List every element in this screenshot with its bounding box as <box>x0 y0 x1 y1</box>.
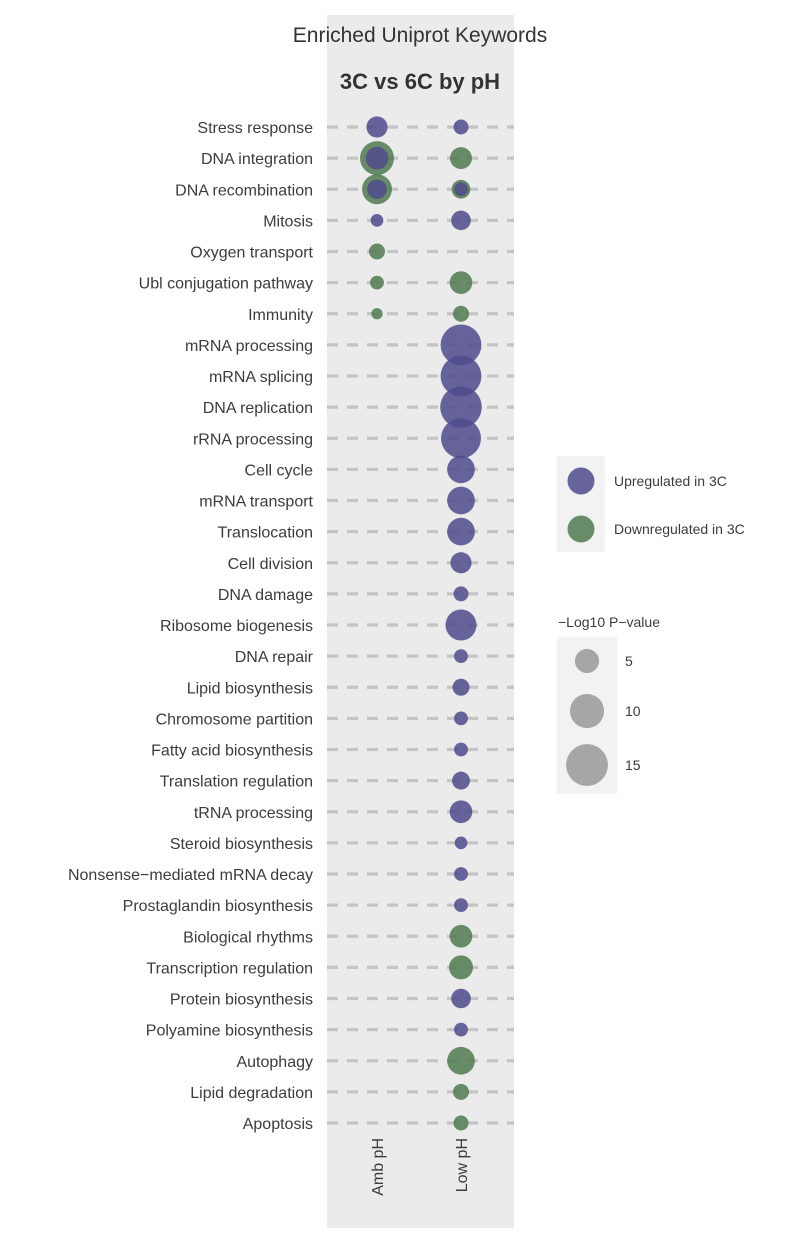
legend-label-downregulated: Downregulated in 3C <box>614 521 745 537</box>
point-dna-recombination-amb-ph <box>367 179 387 200</box>
point-mrna-splicing-low-ph <box>440 355 482 397</box>
point-mitosis-amb-ph <box>370 214 384 227</box>
y-tick-label: Transcription regulation <box>146 960 313 977</box>
point-chromosome-partition-low-ph <box>454 711 468 726</box>
facet-label: 3C vs 6C by pH <box>340 69 500 94</box>
y-tick-label: Ribosome biogenesis <box>160 618 313 635</box>
y-tick-label: Prostaglandin biosynthesis <box>123 898 313 915</box>
facet-panel <box>327 15 514 1228</box>
y-tick-label: Cell cycle <box>245 462 314 479</box>
y-tick-label: Fatty acid biosynthesis <box>151 743 313 760</box>
y-tick-label: DNA replication <box>203 400 313 417</box>
legend-key-downregulated <box>567 515 595 543</box>
point-nonsense-mediated-mrna-decay-low-ph <box>454 867 468 881</box>
y-tick-label: DNA recombination <box>175 182 313 199</box>
y-tick-label: tRNA processing <box>194 805 313 822</box>
chart-title: Enriched Uniprot Keywords <box>293 24 547 47</box>
point-ribosome-biogenesis-low-ph <box>445 609 477 641</box>
point-apoptosis-low-ph <box>453 1115 469 1131</box>
size-legend-key <box>574 648 600 674</box>
point-cell-cycle-low-ph <box>447 455 475 484</box>
point-lipid-degradation-low-ph <box>453 1083 469 1100</box>
legend-label-upregulated: Upregulated in 3C <box>614 473 727 489</box>
y-tick-label: rRNA processing <box>193 431 313 448</box>
point-steroid-biosynthesis-low-ph <box>454 836 468 850</box>
y-tick-label: Mitosis <box>263 213 313 230</box>
point-protein-biosynthesis-low-ph <box>451 988 471 1009</box>
point-ubl-conjugation-pathway-amb-ph <box>370 275 384 290</box>
legend-key-upregulated <box>567 467 595 495</box>
size-legend-label: 5 <box>625 653 633 669</box>
point-ubl-conjugation-pathway-low-ph <box>449 271 473 294</box>
point-cell-division-low-ph <box>450 552 472 574</box>
point-immunity-amb-ph <box>371 308 383 320</box>
size-legend-label: 10 <box>625 703 641 719</box>
point-dna-damage-low-ph <box>453 586 469 602</box>
y-tick-label: Ubl conjugation pathway <box>139 276 313 293</box>
x-axis-labels: Amb pH Low pH <box>370 1138 471 1196</box>
point-dna-repair-low-ph <box>454 649 468 664</box>
point-dna-integration-amb-ph <box>365 146 389 170</box>
size-legend-key <box>566 744 608 786</box>
point-mrna-processing-low-ph <box>440 324 482 366</box>
y-tick-label: DNA repair <box>235 649 314 666</box>
y-tick-label: Translation regulation <box>160 774 313 791</box>
point-prostaglandin-biosynthesis-low-ph <box>454 898 468 913</box>
size-legend: −Log10 P−value 5 10 15 <box>557 614 660 794</box>
y-tick-label: Chromosome partition <box>156 711 313 728</box>
point-mrna-transport-low-ph <box>447 486 475 515</box>
size-legend-label: 15 <box>625 757 641 773</box>
point-oxygen-transport-amb-ph <box>369 243 385 260</box>
y-tick-label: Biological rhythms <box>183 929 313 946</box>
y-tick-label: DNA damage <box>218 587 313 604</box>
y-tick-label: Autophagy <box>236 1054 313 1071</box>
y-tick-label: Protein biosynthesis <box>170 992 313 1009</box>
y-tick-label: Apoptosis <box>243 1116 313 1133</box>
y-tick-label: DNA integration <box>201 151 313 168</box>
y-tick-label: Cell division <box>228 556 313 573</box>
x-tick-label: Low pH <box>454 1138 471 1192</box>
size-legend-title: −Log10 P−value <box>558 614 660 630</box>
point-dna-recombination-low-ph <box>454 182 468 197</box>
y-tick-label: Lipid degradation <box>190 1085 313 1102</box>
point-dna-integration-low-ph <box>450 147 472 170</box>
size-legend-key <box>569 693 605 729</box>
y-axis-labels: Stress response DNA integration DNA recomb… <box>68 120 314 1133</box>
point-polyamine-biosynthesis-low-ph <box>454 1022 468 1037</box>
point-fatty-acid-biosynthesis-low-ph <box>454 742 468 757</box>
point-autophagy-low-ph <box>447 1046 475 1075</box>
point-stress-response-low-ph <box>453 119 469 135</box>
point-stress-response-amb-ph <box>366 116 388 138</box>
y-tick-label: Oxygen transport <box>190 245 313 262</box>
point-lipid-biosynthesis-low-ph <box>452 678 470 696</box>
y-tick-label: mRNA processing <box>185 338 313 355</box>
point-biological-rhythms-low-ph <box>449 924 473 948</box>
point-mitosis-low-ph <box>451 210 471 231</box>
point-transcription-regulation-low-ph <box>449 955 473 980</box>
y-tick-label: Steroid biosynthesis <box>170 836 313 853</box>
y-tick-label: Stress response <box>197 120 313 137</box>
point-trna-processing-low-ph <box>449 800 473 824</box>
point-rrna-processing-low-ph <box>441 418 481 459</box>
x-tick-label: Amb pH <box>370 1138 387 1196</box>
point-translocation-low-ph <box>447 517 475 546</box>
point-immunity-low-ph <box>453 305 469 322</box>
point-dna-replication-low-ph <box>440 386 482 428</box>
y-tick-label: Polyamine biosynthesis <box>146 1023 313 1040</box>
y-tick-label: mRNA splicing <box>209 369 313 386</box>
color-legend: Upregulated in 3C Downregulated in 3C <box>557 456 745 552</box>
y-tick-label: Translocation <box>218 525 313 542</box>
y-tick-label: Lipid biosynthesis <box>187 680 313 697</box>
y-tick-label: Immunity <box>248 307 313 324</box>
point-translation-regulation-low-ph <box>452 771 470 790</box>
data-points <box>360 116 482 1131</box>
y-tick-label: Nonsense−mediated mRNA decay <box>68 867 313 884</box>
y-tick-label: mRNA transport <box>199 494 313 511</box>
